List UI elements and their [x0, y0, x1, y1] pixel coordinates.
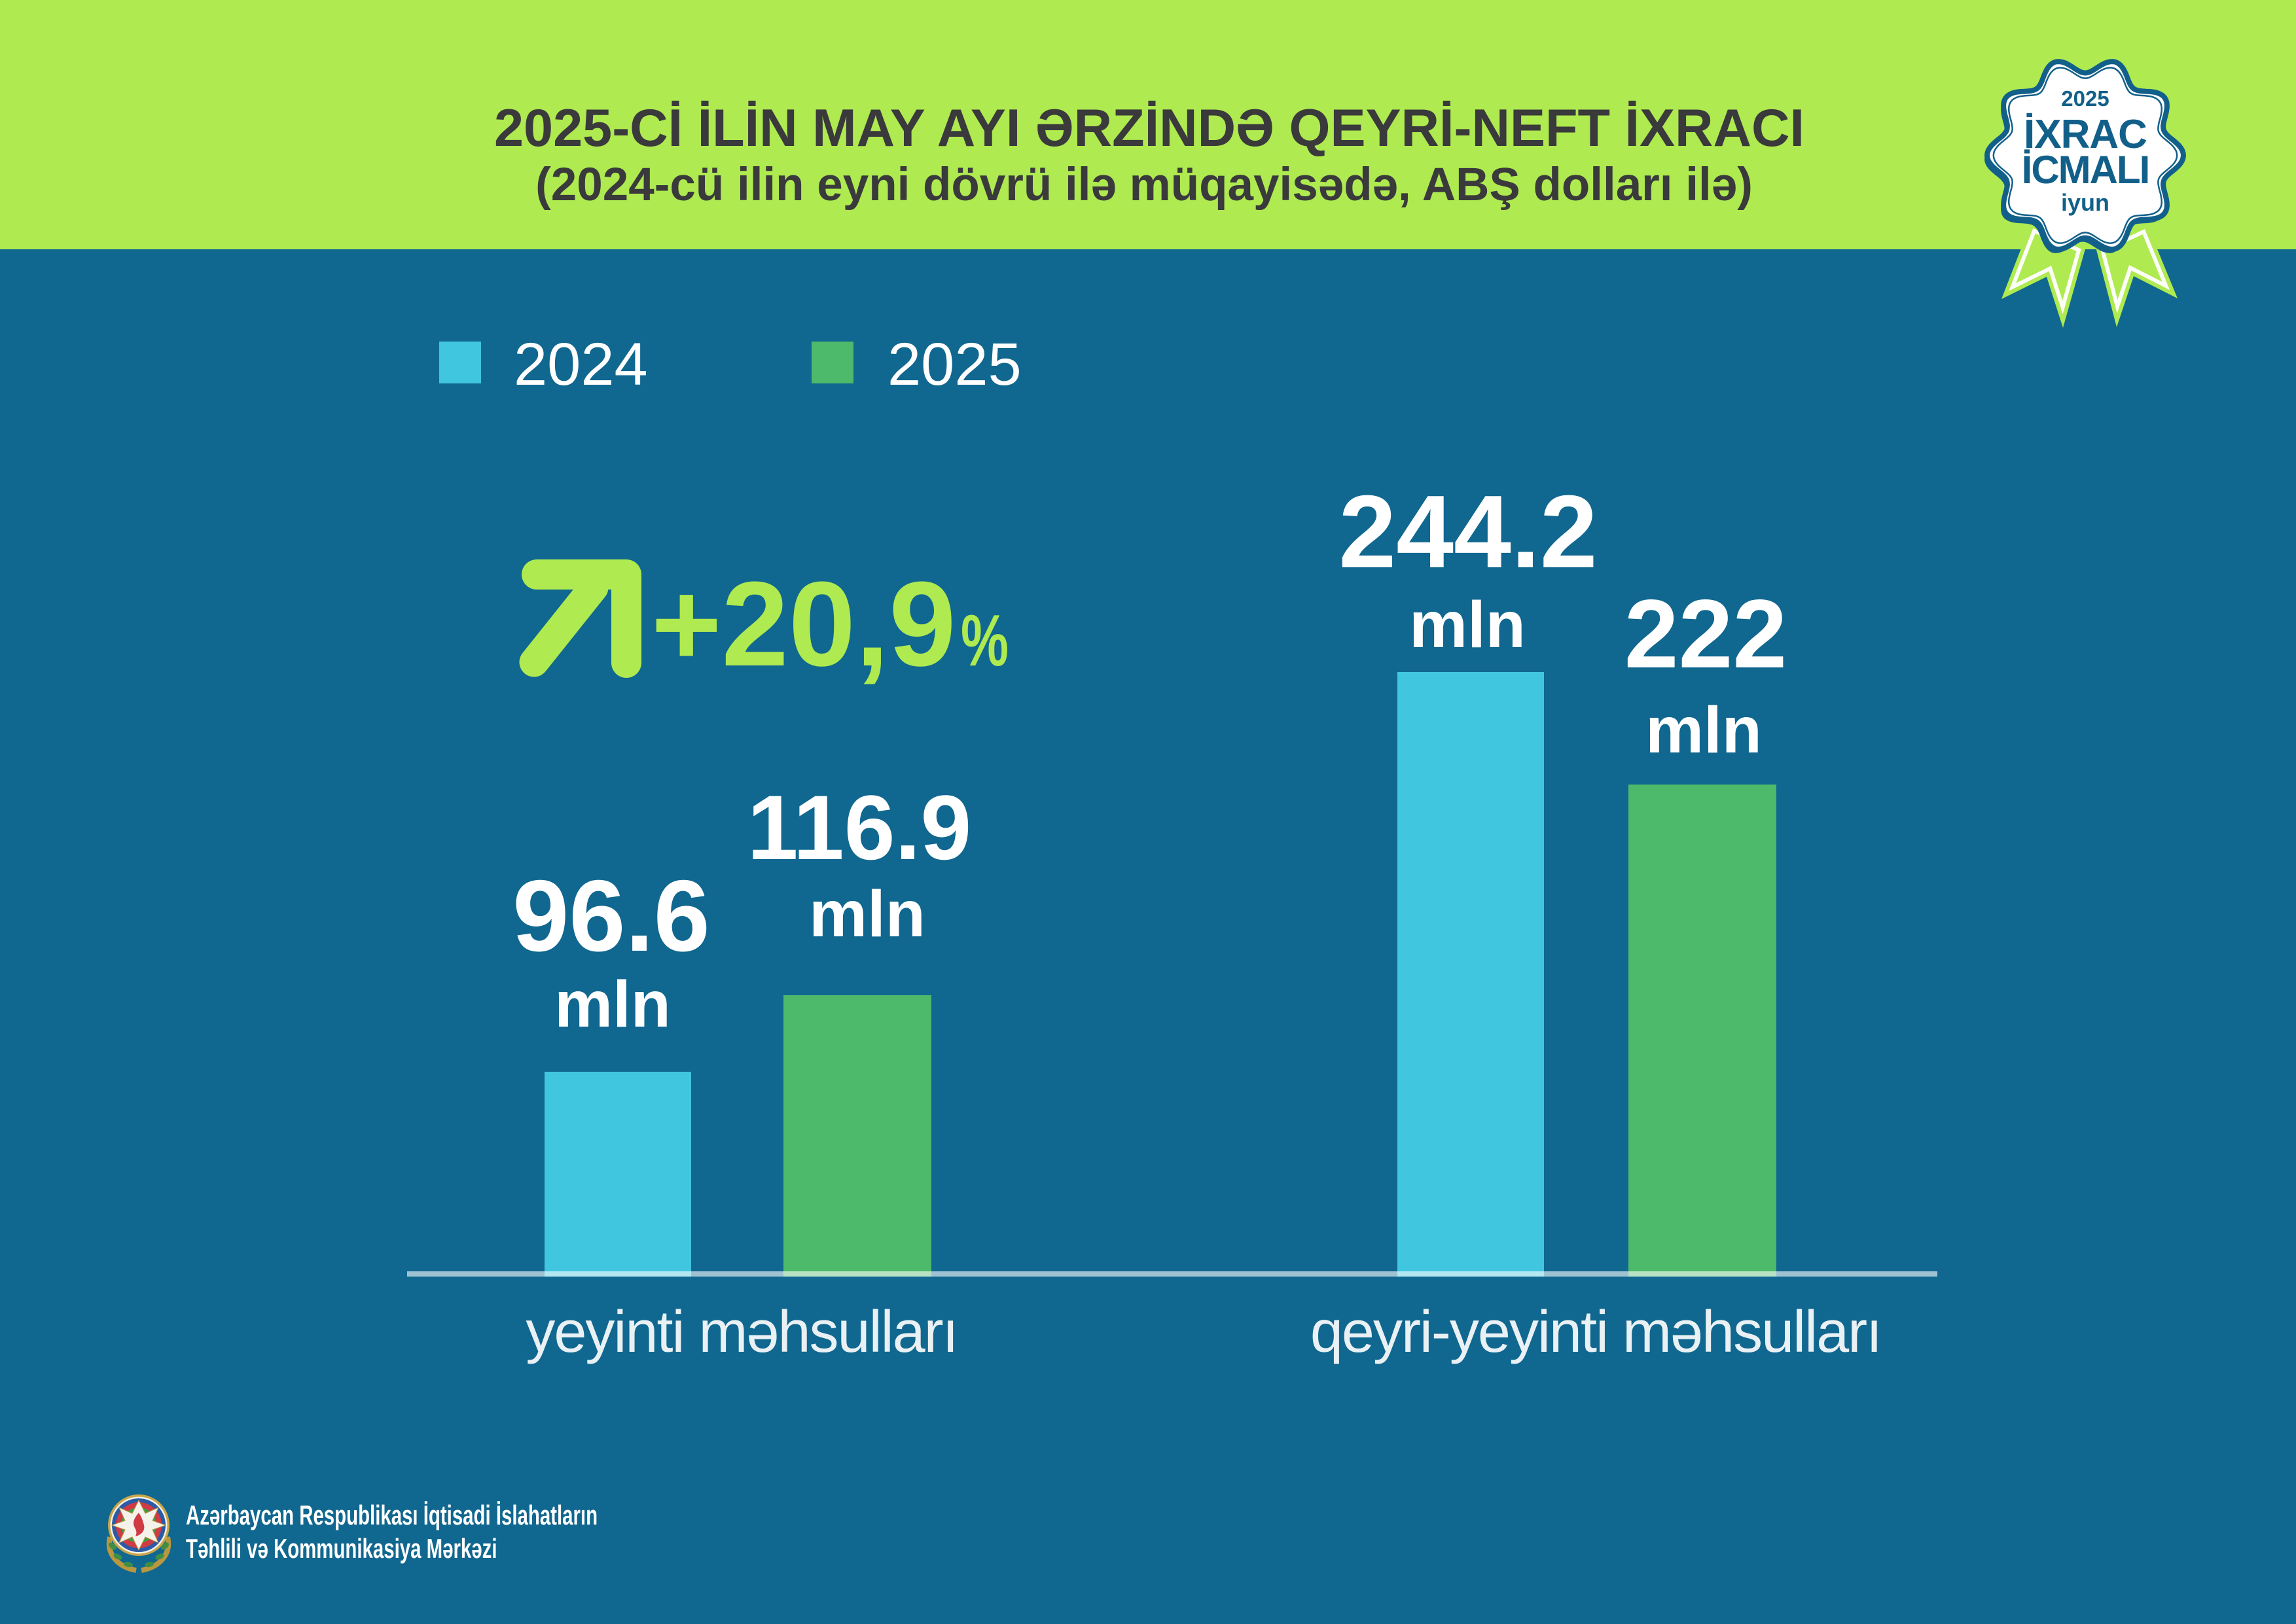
svg-text:2025: 2025 [2061, 86, 2109, 111]
svg-text:iyun: iyun [2061, 189, 2109, 216]
svg-text:İXRAC: İXRAC [2024, 112, 2147, 157]
svg-text:İCMALI: İCMALI [2022, 148, 2149, 192]
